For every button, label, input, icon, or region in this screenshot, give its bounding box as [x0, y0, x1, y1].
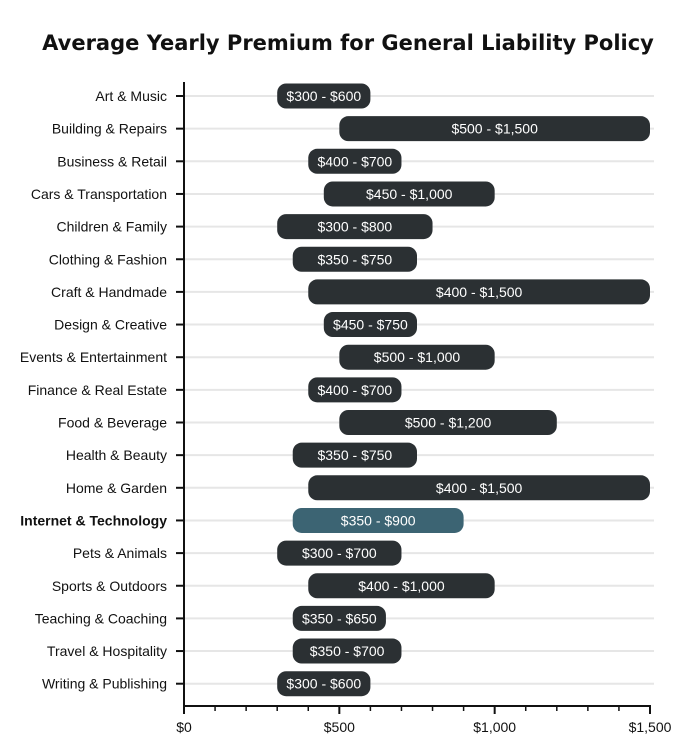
range-bar — [292, 605, 386, 631]
range-bar-label: $350 - $650 — [302, 610, 377, 626]
range-bar — [308, 279, 650, 305]
category-label: Children & Family — [57, 219, 167, 235]
range-bar-label: $500 - $1,200 — [405, 415, 492, 431]
range-bar — [308, 377, 402, 403]
range-bar-label: $450 - $1,000 — [366, 186, 453, 202]
category-label: Design & Creative — [54, 317, 167, 333]
category-label: Internet & Technology — [20, 512, 167, 528]
range-bar — [292, 246, 417, 272]
range-bar — [308, 148, 402, 174]
range-bar — [308, 475, 650, 501]
range-bar-label: $400 - $700 — [317, 382, 392, 398]
range-bar-label: $450 - $750 — [333, 317, 408, 333]
x-tick-label: $500 — [324, 719, 355, 735]
range-bar-label: $400 - $700 — [317, 153, 392, 169]
category-label: Writing & Publishing — [42, 676, 167, 692]
x-tick-label: $0 — [176, 719, 192, 735]
range-bar-label: $500 - $1,500 — [451, 121, 538, 137]
range-bar-label: $400 - $1,500 — [436, 480, 523, 496]
category-label: Teaching & Coaching — [35, 610, 167, 626]
range-bar — [292, 442, 417, 468]
category-label: Craft & Handmade — [51, 284, 167, 300]
category-label: Cars & Transportation — [31, 186, 167, 202]
category-label: Business & Retail — [57, 153, 167, 169]
range-bar-label: $500 - $1,000 — [374, 349, 461, 365]
range-bar — [308, 573, 495, 599]
range-bar-label: $350 - $900 — [341, 512, 416, 528]
range-bar-label: $300 - $600 — [286, 88, 361, 104]
category-label: Travel & Hospitality — [47, 643, 167, 659]
range-bar — [277, 83, 371, 109]
range-bar-label: $300 - $700 — [302, 545, 377, 561]
range-bar-label: $400 - $1,500 — [436, 284, 523, 300]
category-label: Food & Beverage — [58, 415, 167, 431]
range-bar — [339, 344, 495, 370]
range-bar-label: $350 - $750 — [317, 447, 392, 463]
range-bar-label: $350 - $750 — [317, 251, 392, 267]
range-bars: $300 - $600 $500 - $1,500 $400 - $700 $450 … — [277, 83, 650, 697]
range-bar — [277, 671, 371, 697]
category-label: Sports & Outdoors — [52, 578, 167, 594]
x-axis: $0 $500 $1,000 $1,500 — [176, 82, 672, 735]
x-tick-label: $1,000 — [473, 719, 516, 735]
range-bar-label: $300 - $800 — [317, 219, 392, 235]
category-label: Building & Repairs — [52, 121, 167, 137]
category-label: Events & Entertainment — [20, 349, 167, 365]
category-label: Clothing & Fashion — [49, 251, 167, 267]
category-label: Home & Garden — [66, 480, 167, 496]
range-bar — [339, 116, 650, 142]
range-bar — [292, 638, 402, 664]
range-bar-label: $300 - $600 — [286, 676, 361, 692]
category-label: Art & Music — [95, 88, 167, 104]
category-labels: Art & Music Building & Repairs Business & … — [20, 88, 167, 692]
category-label: Pets & Animals — [73, 545, 167, 561]
category-label: Health & Beauty — [66, 447, 167, 463]
chart-title: Average Yearly Premium for General Liabi… — [42, 31, 654, 55]
range-bar-label: $400 - $1,000 — [358, 578, 445, 594]
category-label: Finance & Real Estate — [28, 382, 168, 398]
range-bar — [277, 540, 402, 566]
range-bar — [292, 507, 464, 533]
range-bar — [323, 312, 417, 338]
range-bar-label: $350 - $700 — [310, 643, 385, 659]
range-bar — [339, 410, 557, 435]
x-tick-label: $1,500 — [629, 719, 672, 735]
range-bar — [323, 181, 495, 207]
range-bar — [277, 214, 433, 240]
